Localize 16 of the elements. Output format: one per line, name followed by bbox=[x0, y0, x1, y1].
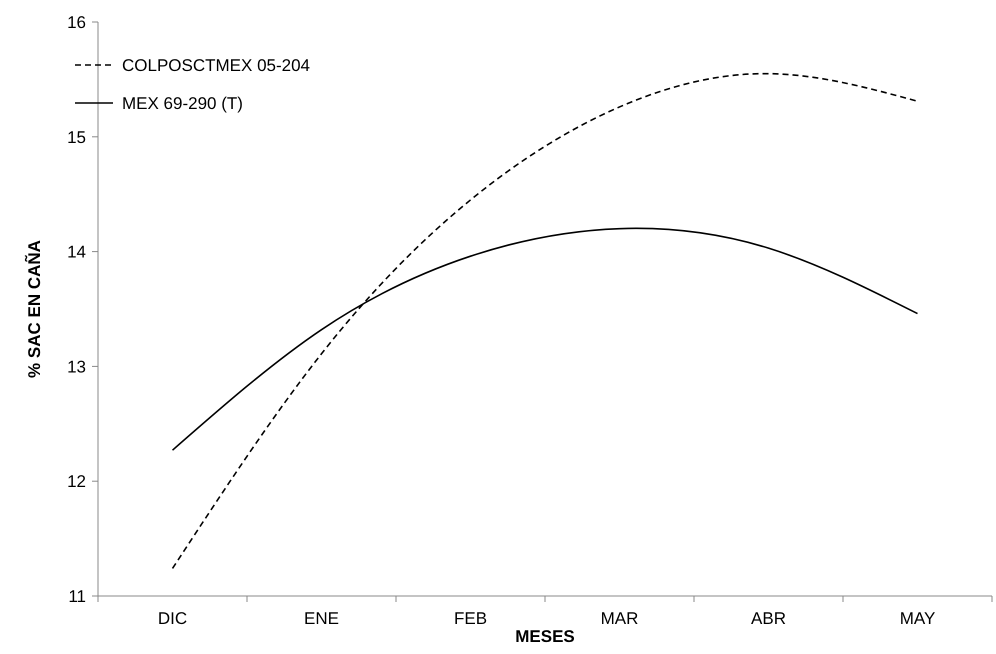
x-tick-label: MAY bbox=[900, 609, 936, 628]
y-tick-label: 15 bbox=[67, 128, 86, 147]
y-tick-label: 12 bbox=[67, 472, 86, 492]
y-axis-title: % SAC EN CAÑA bbox=[24, 240, 44, 378]
y-tick-label: 16 bbox=[67, 12, 86, 32]
x-tick-label: FEB bbox=[454, 609, 488, 628]
y-tick-label: 14 bbox=[67, 242, 86, 262]
x-axis-title: MESES bbox=[515, 627, 575, 646]
x-tick-label: ABR bbox=[751, 609, 786, 628]
x-tick-label: DIC bbox=[158, 609, 188, 628]
y-tick-label: 13 bbox=[67, 357, 86, 376]
x-tick-label: ENE bbox=[304, 609, 339, 628]
legend-label: MEX 69-290 (T) bbox=[122, 94, 243, 113]
x-tick-label: MAR bbox=[600, 609, 638, 628]
legend-label: COLPOSCTMEX 05-204 bbox=[122, 56, 310, 75]
y-tick-label: 11 bbox=[68, 586, 86, 606]
